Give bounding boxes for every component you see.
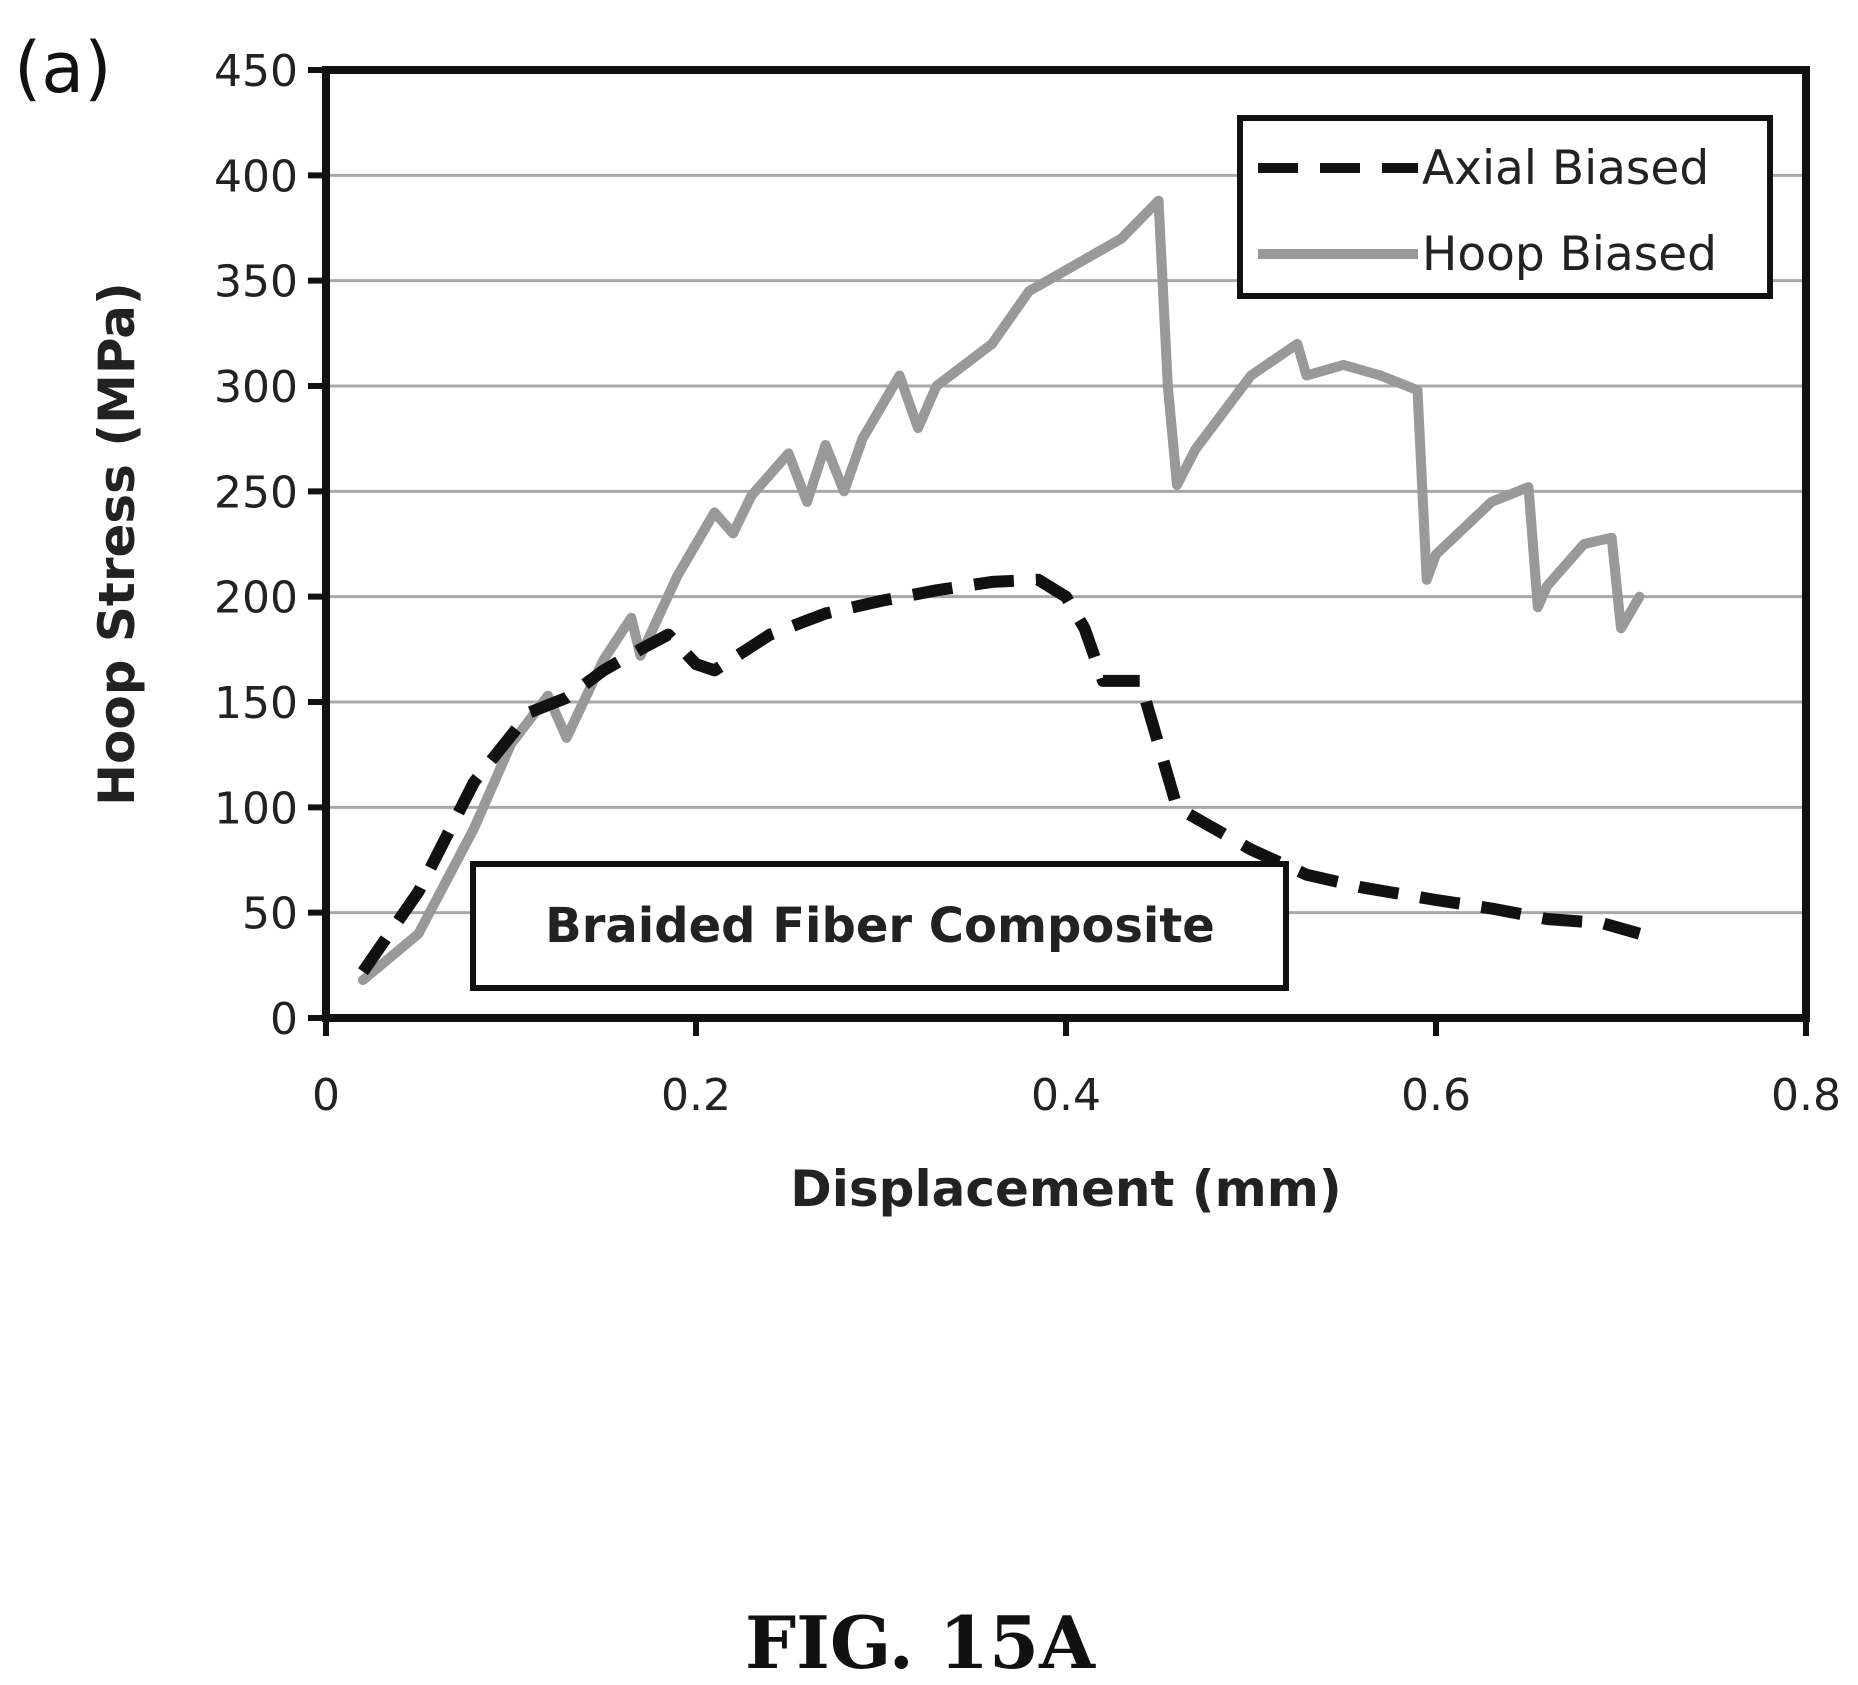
y-axis-title: Hoop Stress (MPa) — [88, 282, 146, 806]
x-tick-label: 0.8 — [1771, 1070, 1841, 1121]
series-line-axial-biased — [358, 573, 1642, 976]
y-tick-label: 300 — [214, 362, 298, 413]
x-tick-label: 0.2 — [661, 1070, 731, 1121]
y-tick-label: 200 — [214, 573, 298, 624]
y-tick-label: 50 — [242, 889, 298, 940]
legend-box — [1237, 115, 1773, 299]
series-layer — [358, 195, 1645, 986]
ticks — [308, 67, 1809, 1036]
y-tick-label: 350 — [214, 257, 298, 308]
x-axis-title: Displacement (mm) — [790, 1160, 1341, 1218]
tick-labels: 0 50 100 150 200 250 300 350 400 450 0 0.2 0.4 0.6 0.8 — [214, 46, 1841, 1121]
y-tick-label: 100 — [214, 783, 298, 834]
legend-label-hoop: Hoop Biased — [1422, 227, 1717, 282]
y-tick-label: 450 — [214, 46, 298, 97]
y-tick-label: 0 — [270, 994, 298, 1045]
y-tick-label: 400 — [214, 151, 298, 202]
figure-caption: FIG. 15A — [745, 1600, 1096, 1685]
y-tick-label: 150 — [214, 678, 298, 729]
series-line-hoop-biased — [358, 195, 1645, 986]
x-tick-label: 0.6 — [1401, 1070, 1471, 1121]
y-tick-label: 250 — [214, 467, 298, 518]
annotation-text: Braided Fiber Composite — [545, 898, 1215, 954]
gridlines — [326, 173, 1806, 915]
annotation: Braided Fiber Composite — [470, 861, 1289, 991]
legend-label-axial: Axial Biased — [1422, 141, 1709, 196]
x-tick-label: 0.4 — [1031, 1070, 1101, 1121]
annotation-box — [470, 861, 1289, 991]
legend: Axial Biased Hoop Biased — [1237, 115, 1773, 299]
panel-label: (a) — [14, 27, 112, 109]
x-tick-label: 0 — [312, 1070, 340, 1121]
